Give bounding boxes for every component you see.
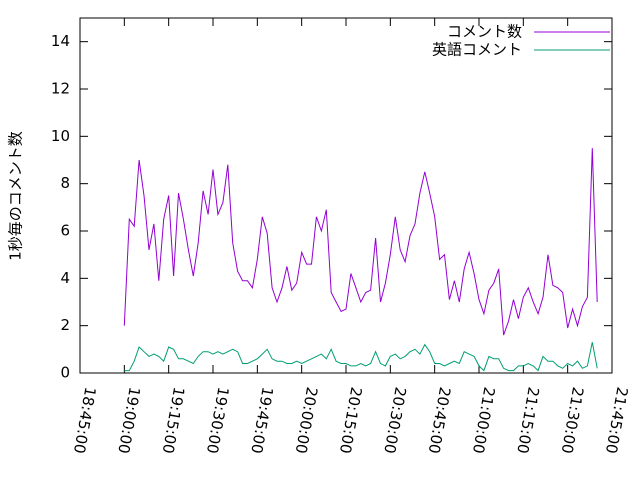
x-tick-label: 19:30:00 — [203, 386, 232, 455]
x-tick-label: 20:15:00 — [336, 386, 365, 455]
series-line — [124, 342, 598, 372]
x-tick-label: 20:00:00 — [292, 386, 321, 455]
y-tick-label: 10 — [51, 127, 70, 145]
y-tick-label: 12 — [51, 80, 70, 98]
y-tick-label: 8 — [60, 174, 70, 192]
x-tick-label: 21:15:00 — [513, 386, 542, 455]
legend-label: コメント数 — [447, 23, 522, 41]
x-tick-label: 19:00:00 — [114, 386, 143, 455]
y-tick-label: 14 — [51, 32, 70, 50]
x-tick-label: 21:30:00 — [558, 386, 587, 455]
y-tick-label: 4 — [60, 269, 70, 287]
x-tick-label: 18:45:00 — [70, 386, 99, 455]
plot-border — [79, 17, 613, 374]
x-tick-label: 20:45:00 — [425, 386, 454, 455]
y-tick-label: 6 — [60, 222, 70, 240]
legend-label: 英語コメント — [432, 41, 522, 59]
y-axis-label: 1秒毎のコメント数 — [7, 131, 25, 261]
x-tick-label: 21:00:00 — [469, 386, 498, 455]
y-tick-label: 2 — [60, 316, 70, 334]
y-tick-label: 0 — [60, 364, 70, 382]
x-tick-label: 21:45:00 — [602, 386, 631, 455]
x-tick-label: 19:15:00 — [159, 386, 188, 455]
series-line — [123, 148, 598, 336]
x-tick-label: 20:30:00 — [380, 386, 409, 455]
x-tick-label: 19:45:00 — [247, 386, 276, 455]
